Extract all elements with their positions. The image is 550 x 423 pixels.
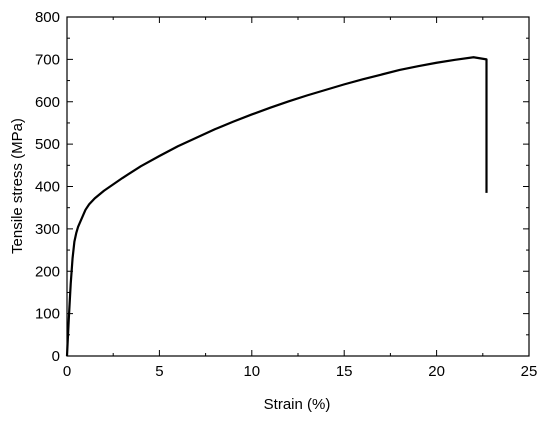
x-tick-label: 20 — [428, 363, 445, 380]
x-tick-label: 0 — [63, 363, 71, 380]
y-tick-label: 300 — [35, 221, 60, 238]
plot-border — [66, 16, 530, 357]
x-tick-label: 5 — [155, 363, 163, 380]
y-tick-label: 600 — [35, 94, 60, 111]
x-tick-label: 10 — [243, 363, 260, 380]
y-tick-label: 100 — [35, 306, 60, 323]
y-tick-label: 200 — [35, 263, 60, 280]
y-tick-label: 0 — [52, 348, 60, 365]
y-tick-label: 400 — [35, 179, 60, 196]
x-tick-label: 15 — [336, 363, 353, 380]
y-tick-label: 700 — [35, 51, 60, 68]
plot-frame — [66, 16, 530, 357]
x-axis-title: Strain (%) — [264, 396, 331, 413]
y-axis-title: Tensile stress (MPa) — [9, 118, 26, 254]
x-tick-label: 25 — [521, 363, 538, 380]
stress-strain-curve — [65, 56, 488, 357]
y-tick-label: 800 — [35, 9, 60, 26]
y-tick-label: 500 — [35, 136, 60, 153]
ticks-layer: 0 5 10 15 20 25 0 100 200 300 400 500 600 700 800 — [35, 9, 537, 380]
series-layer — [65, 56, 488, 357]
